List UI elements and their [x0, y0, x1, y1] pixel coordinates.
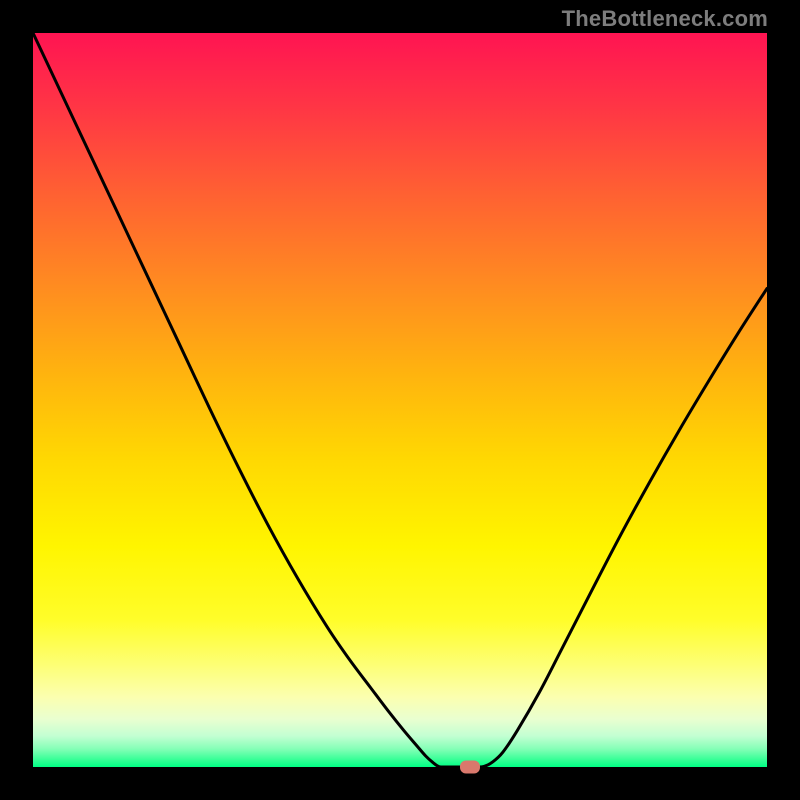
- chart-canvas: TheBottleneck.com: [0, 0, 800, 800]
- plot-area: [33, 33, 767, 767]
- watermark-text: TheBottleneck.com: [562, 6, 768, 32]
- bottleneck-curve: [33, 33, 767, 767]
- optimum-marker: [460, 761, 480, 774]
